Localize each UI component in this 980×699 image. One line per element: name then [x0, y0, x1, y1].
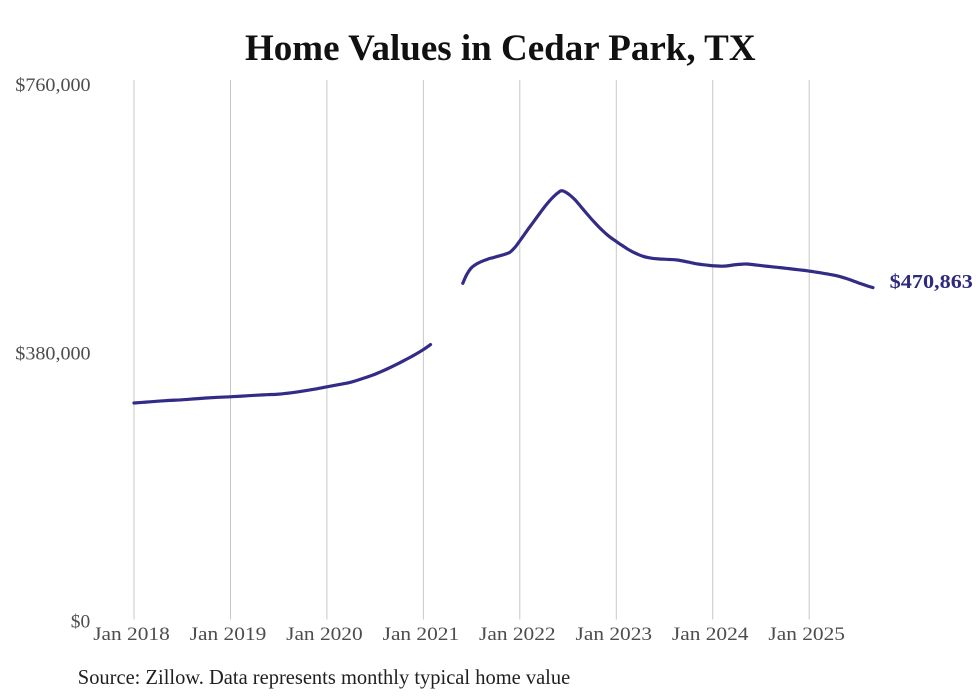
svg-text:Jan 2025: Jan 2025 — [768, 624, 845, 645]
svg-text:Source: Zillow. Data represent: Source: Zillow. Data represents monthly … — [78, 665, 570, 689]
svg-text:$760,000: $760,000 — [15, 75, 90, 96]
svg-text:$380,000: $380,000 — [15, 344, 90, 365]
svg-text:$0: $0 — [71, 612, 90, 633]
svg-text:Home Values in Cedar Park, TX: Home Values in Cedar Park, TX — [245, 28, 756, 69]
svg-text:Jan 2020: Jan 2020 — [286, 624, 363, 645]
svg-text:Jan 2022: Jan 2022 — [479, 624, 556, 645]
svg-text:Jan 2023: Jan 2023 — [576, 624, 653, 645]
svg-text:$470,863: $470,863 — [890, 271, 973, 293]
svg-text:Jan 2024: Jan 2024 — [672, 624, 749, 645]
svg-text:Jan 2021: Jan 2021 — [383, 624, 460, 645]
svg-text:Jan 2018: Jan 2018 — [93, 624, 170, 645]
svg-text:Jan 2019: Jan 2019 — [190, 624, 267, 645]
